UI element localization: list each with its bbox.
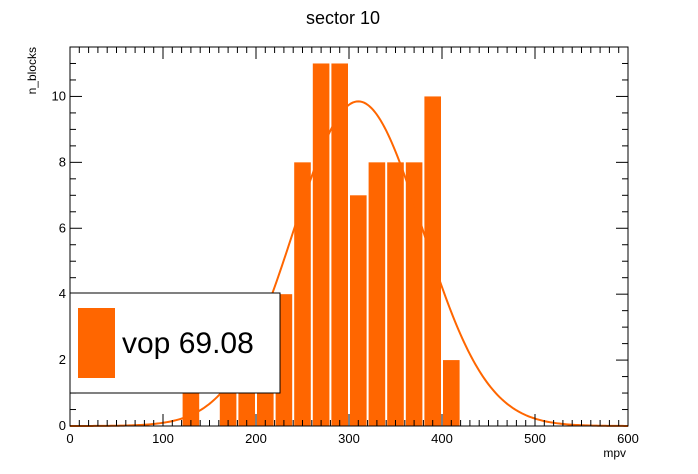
y-tick-label: 0 xyxy=(59,418,66,433)
legend-label: vop 69.08 xyxy=(122,327,254,360)
x-tick-label: 300 xyxy=(338,431,360,446)
y-tick-label: 2 xyxy=(59,352,66,367)
x-tick-label: 600 xyxy=(617,431,639,446)
x-tick-label: 0 xyxy=(66,431,73,446)
x-tick-label: 100 xyxy=(152,431,174,446)
x-tick-label: 200 xyxy=(245,431,267,446)
bar-200 xyxy=(257,393,274,426)
histogram-bars xyxy=(182,63,460,426)
y-tick-label: 6 xyxy=(59,220,66,235)
y-tick-label: 4 xyxy=(59,286,66,301)
legend-box: vop 69.08 xyxy=(69,292,281,394)
bar-300 xyxy=(350,195,367,426)
chart-title: sector 10 xyxy=(306,8,380,28)
x-tick-label: 500 xyxy=(524,431,546,446)
y-tick-label: 10 xyxy=(52,88,66,103)
bar-260 xyxy=(312,63,330,426)
x-axis: 0 100 200 300 400 500 600 xyxy=(66,47,639,446)
x-axis-title: mpv xyxy=(603,446,626,460)
y-tick-label: 8 xyxy=(59,154,66,169)
legend-swatch xyxy=(78,308,115,378)
x-tick-label: 400 xyxy=(431,431,453,446)
y-axis-title: n_blocks xyxy=(25,47,39,94)
bar-280 xyxy=(331,63,348,426)
bar-240 xyxy=(294,162,311,426)
bar-320 xyxy=(368,162,386,426)
bar-340 xyxy=(387,162,404,426)
bar-360 xyxy=(405,162,423,426)
bar-400 xyxy=(443,360,460,426)
